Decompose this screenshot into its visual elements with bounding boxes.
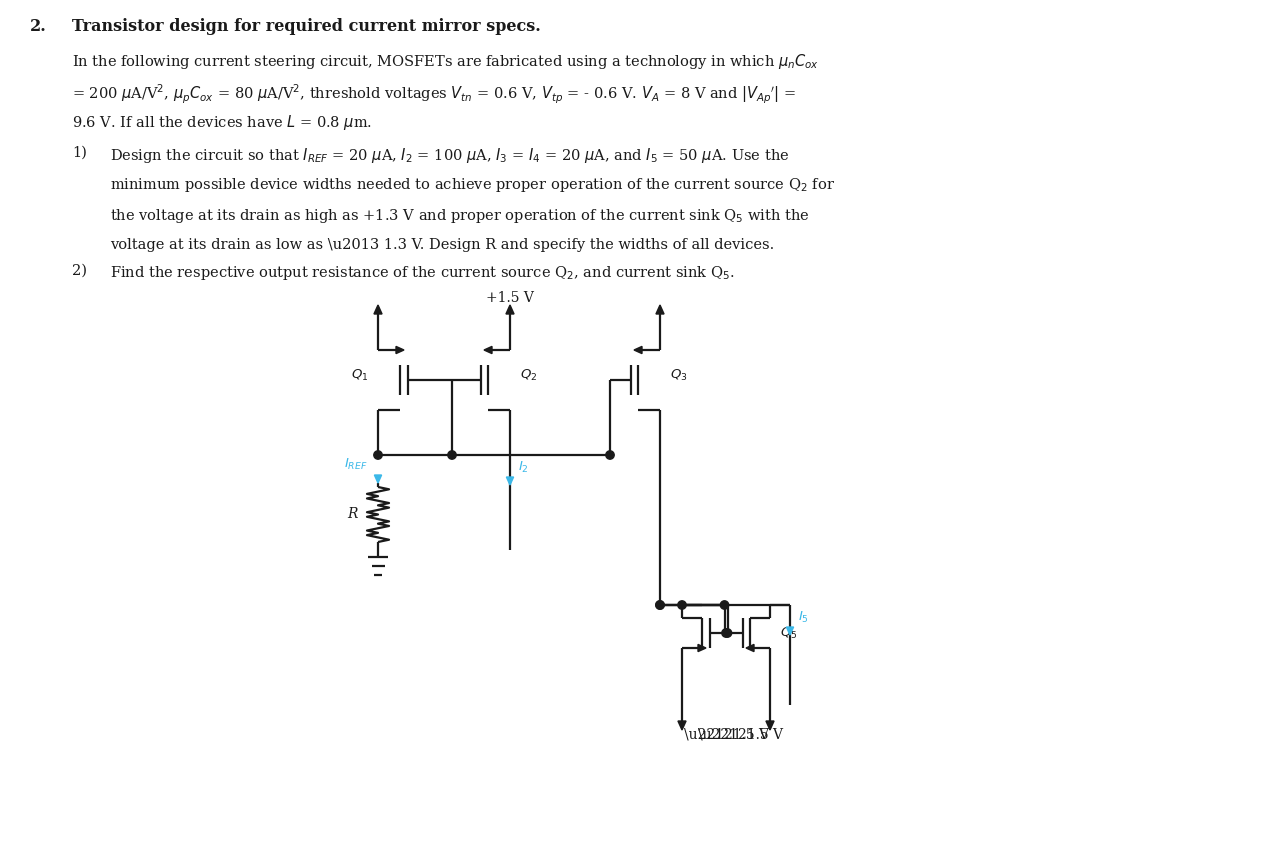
Polygon shape — [506, 305, 514, 314]
Text: $Q_5$: $Q_5$ — [779, 625, 797, 641]
Text: = 200 $\mu$A/V$^2$, $\mu_p C_{ox}$ = 80 $\mu$A/V$^2$, threshold voltages $V_{tn}: = 200 $\mu$A/V$^2$, $\mu_p C_{ox}$ = 80 … — [72, 83, 796, 106]
Text: $Q_1$: $Q_1$ — [350, 367, 368, 383]
Text: +1.5 V: +1.5 V — [486, 291, 533, 305]
Circle shape — [374, 451, 382, 459]
Circle shape — [656, 601, 664, 609]
Polygon shape — [656, 305, 664, 314]
Text: Transistor design for required current mirror specs.: Transistor design for required current m… — [72, 18, 541, 35]
Text: voltage at its drain as low as \u2013 1.3 V. Design R and specify the widths of : voltage at its drain as low as \u2013 1.… — [110, 237, 774, 251]
Circle shape — [720, 601, 728, 609]
Polygon shape — [786, 627, 794, 635]
Text: $I_2$: $I_2$ — [518, 459, 528, 475]
Polygon shape — [635, 347, 642, 353]
Text: the voltage at its drain as high as +1.3 V and proper operation of the current s: the voltage at its drain as high as +1.3… — [110, 207, 810, 225]
Circle shape — [447, 451, 456, 459]
Polygon shape — [374, 475, 382, 483]
Text: minimum possible device widths needed to achieve proper operation of the current: minimum possible device widths needed to… — [110, 176, 835, 194]
Polygon shape — [697, 644, 706, 652]
Text: $Q_3$: $Q_3$ — [670, 367, 687, 383]
Text: \u22121.5 V: \u22121.5 V — [685, 727, 769, 741]
Text: R: R — [347, 507, 358, 521]
Circle shape — [656, 601, 664, 609]
Polygon shape — [396, 347, 404, 353]
Text: $Q_2$: $Q_2$ — [520, 367, 537, 383]
Text: $I_{REF}$: $I_{REF}$ — [345, 457, 368, 472]
Text: Find the respective output resistance of the current source Q$_2$, and current s: Find the respective output resistance of… — [110, 264, 735, 282]
Text: 1): 1) — [72, 146, 87, 160]
Polygon shape — [485, 347, 492, 353]
Circle shape — [678, 601, 686, 609]
Polygon shape — [506, 477, 514, 485]
Text: In the following current steering circuit, MOSFETs are fabricated using a techno: In the following current steering circui… — [72, 52, 819, 71]
Text: 2.: 2. — [29, 18, 46, 35]
Text: 9.6 V. If all the devices have $L$ = 0.8 $\mu$m.: 9.6 V. If all the devices have $L$ = 0.8… — [72, 113, 372, 132]
Circle shape — [606, 451, 614, 459]
Text: $I_5$: $I_5$ — [797, 610, 809, 624]
Text: 2): 2) — [72, 264, 87, 278]
Text: \u22121.5 V: \u22121.5 V — [699, 727, 783, 741]
Polygon shape — [678, 721, 686, 730]
Polygon shape — [746, 644, 754, 652]
Polygon shape — [374, 305, 382, 314]
Polygon shape — [765, 721, 774, 730]
Text: Design the circuit so that $I_{REF}$ = 20 $\mu$A, $I_2$ = 100 $\mu$A, $I_3$ = $I: Design the circuit so that $I_{REF}$ = 2… — [110, 146, 790, 165]
Circle shape — [722, 629, 731, 637]
Circle shape — [723, 629, 732, 637]
